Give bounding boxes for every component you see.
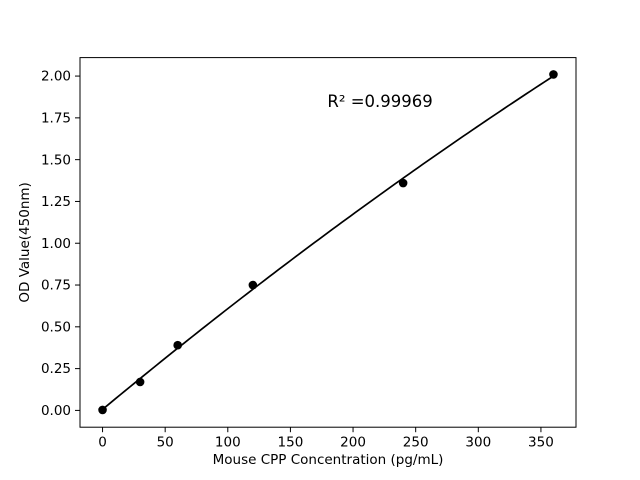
svg-text:0: 0 [98,435,107,451]
y-axis-label: OD Value(450nm) [17,182,33,302]
svg-text:1.50: 1.50 [41,152,71,168]
svg-text:200: 200 [340,435,366,451]
axes-frame [79,57,577,428]
svg-text:1.75: 1.75 [41,110,71,126]
svg-text:1.00: 1.00 [41,236,71,252]
x-axis-label: Mouse CPP Concentration (pg/mL) [213,452,444,468]
svg-text:100: 100 [215,435,241,451]
svg-text:250: 250 [403,435,429,451]
svg-text:350: 350 [528,435,554,451]
r-squared-annotation: R² =0.99969 [327,92,432,111]
svg-text:300: 300 [465,435,491,451]
svg-text:50: 50 [157,435,174,451]
svg-text:2.00: 2.00 [41,69,71,85]
svg-text:0.75: 0.75 [41,278,71,294]
svg-text:150: 150 [278,435,304,451]
axis-ticks: 0 50 100 150 200 250 300 350 0.00 0.25 0.50 0.75 1.0… [41,69,554,451]
svg-text:0.00: 0.00 [41,403,71,419]
fit-curve [102,75,554,411]
svg-text:1.25: 1.25 [41,194,71,210]
data-points [98,70,558,415]
svg-text:0.25: 0.25 [41,361,71,377]
svg-text:0.50: 0.50 [41,319,71,335]
